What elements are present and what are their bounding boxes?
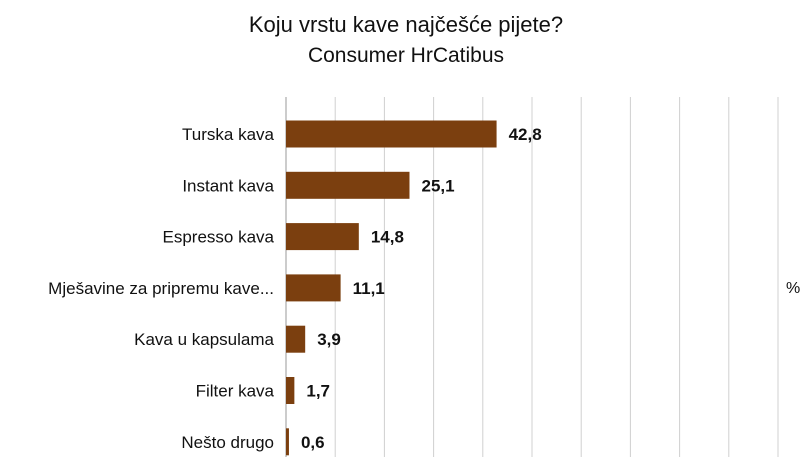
- bar: [286, 377, 295, 404]
- category-label: Kava u kapsulama: [134, 330, 274, 349]
- category-label: Nešto drugo: [181, 433, 274, 452]
- bar: [286, 274, 341, 302]
- category-label: Espresso kava: [163, 228, 275, 247]
- chart-title: Koju vrstu kave najčešće pijete?: [248, 12, 564, 37]
- grid-lines: [285, 97, 779, 457]
- data-label: 14,8: [371, 228, 404, 247]
- bar: [286, 223, 359, 251]
- data-label: 3,9: [317, 330, 341, 349]
- unit-label: %: [786, 280, 801, 297]
- bars: [286, 120, 497, 456]
- data-label: 42,8: [509, 125, 542, 144]
- bar: [286, 171, 410, 199]
- category-label: Mješavine za pripremu kave...: [48, 279, 274, 298]
- category-label: Turska kava: [182, 125, 275, 144]
- data-label: 1,7: [306, 382, 330, 401]
- data-label: 0,6: [301, 433, 325, 452]
- category-label: Filter kava: [196, 382, 275, 401]
- labels: Turska kava 42,8 Instant kava 25,1 Espresso …: [48, 125, 541, 452]
- chart-subtitle: Consumer HrCatibus: [307, 44, 505, 67]
- data-label: 25,1: [421, 176, 454, 195]
- bar: [286, 428, 289, 456]
- bar: [286, 120, 497, 148]
- bar: [286, 325, 306, 353]
- category-label: Instant kava: [182, 176, 274, 195]
- data-label: 11,1: [353, 279, 385, 298]
